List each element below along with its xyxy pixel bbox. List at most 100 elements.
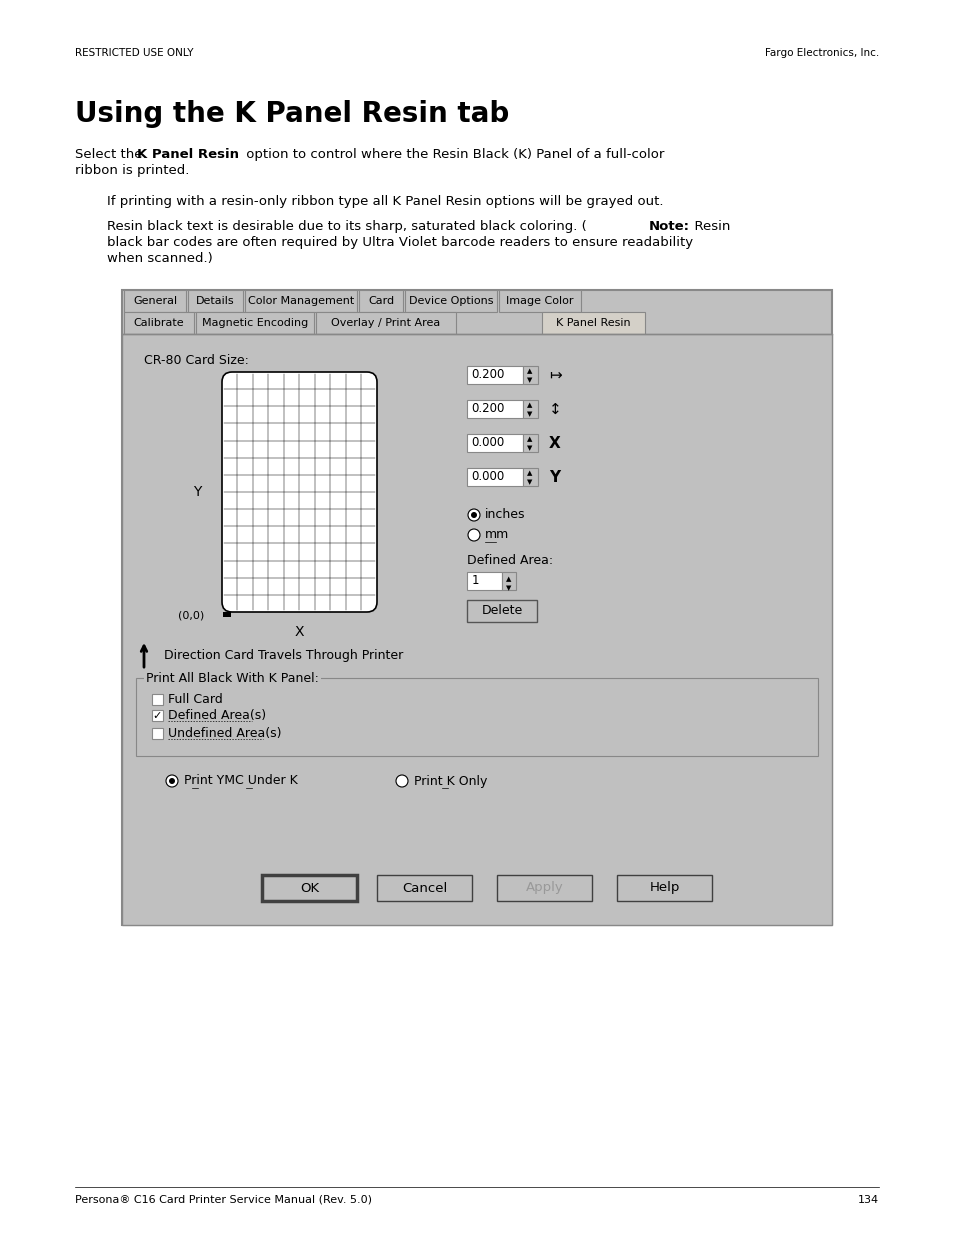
Text: ▲: ▲: [527, 471, 532, 475]
Text: Magnetic Encoding: Magnetic Encoding: [202, 317, 308, 329]
Bar: [152, 710, 163, 721]
Bar: [467, 468, 522, 487]
Text: black bar codes are often required by Ultra Violet barcode readers to ensure rea: black bar codes are often required by Ul…: [107, 236, 693, 249]
Text: Fargo Electronics, Inc.: Fargo Electronics, Inc.: [764, 48, 878, 58]
Text: Select the: Select the: [75, 148, 147, 161]
FancyBboxPatch shape: [124, 290, 186, 312]
Text: K Panel Resin: K Panel Resin: [137, 148, 239, 161]
Text: Y: Y: [193, 485, 201, 499]
Text: Defined Area(s): Defined Area(s): [168, 709, 266, 722]
Text: General: General: [132, 296, 177, 306]
Text: when scanned.): when scanned.): [107, 252, 213, 266]
Text: K Panel Resin: K Panel Resin: [556, 317, 630, 329]
Text: 134: 134: [857, 1195, 878, 1205]
Bar: [152, 727, 163, 739]
Text: 0.000: 0.000: [471, 471, 504, 483]
FancyBboxPatch shape: [405, 290, 497, 312]
Text: Undefined Area(s): Undefined Area(s): [168, 727, 281, 740]
FancyBboxPatch shape: [195, 312, 314, 333]
Text: Device Options: Device Options: [408, 296, 493, 306]
Text: Y: Y: [548, 469, 559, 484]
Text: Color Management: Color Management: [248, 296, 354, 306]
Text: ↦: ↦: [548, 368, 561, 383]
Circle shape: [166, 776, 178, 787]
Bar: [522, 400, 537, 417]
Text: Using the K Panel Resin tab: Using the K Panel Resin tab: [75, 100, 509, 128]
FancyBboxPatch shape: [136, 678, 817, 756]
FancyBboxPatch shape: [617, 876, 711, 902]
Text: 0.200: 0.200: [471, 368, 504, 382]
Bar: [467, 572, 501, 590]
Text: 0.200: 0.200: [471, 403, 504, 415]
Text: Resin: Resin: [685, 220, 730, 233]
Bar: [522, 433, 537, 452]
Text: ↕: ↕: [548, 401, 561, 416]
FancyBboxPatch shape: [376, 876, 472, 902]
Bar: [467, 366, 522, 384]
Text: ▲: ▲: [527, 403, 532, 408]
Text: ribbon is printed.: ribbon is printed.: [75, 164, 190, 177]
Text: Apply: Apply: [525, 882, 563, 894]
Text: X: X: [548, 436, 560, 451]
Circle shape: [395, 776, 408, 787]
Text: ▼: ▼: [527, 445, 532, 451]
Text: Help: Help: [649, 882, 679, 894]
Text: Card: Card: [368, 296, 394, 306]
Text: CR-80 Card Size:: CR-80 Card Size:: [144, 354, 249, 367]
Text: ▼: ▼: [506, 585, 511, 592]
Text: X: X: [294, 625, 304, 638]
FancyBboxPatch shape: [315, 312, 456, 333]
Text: Details: Details: [196, 296, 234, 306]
FancyBboxPatch shape: [245, 290, 356, 312]
Bar: [223, 613, 231, 618]
Text: inches: inches: [484, 509, 525, 521]
Text: mm: mm: [484, 529, 509, 541]
Text: ▼: ▼: [527, 377, 532, 383]
FancyBboxPatch shape: [122, 290, 831, 925]
Text: Print K Only: Print K Only: [414, 774, 487, 788]
Bar: [501, 572, 516, 590]
Circle shape: [471, 513, 476, 517]
FancyBboxPatch shape: [541, 312, 644, 333]
Text: ▲: ▲: [527, 436, 532, 442]
FancyBboxPatch shape: [188, 290, 243, 312]
Text: Overlay / Print Area: Overlay / Print Area: [331, 317, 440, 329]
Text: Calibrate: Calibrate: [133, 317, 184, 329]
Text: (0,0): (0,0): [177, 611, 204, 621]
Text: ▼: ▼: [527, 479, 532, 485]
Text: OK: OK: [299, 882, 318, 894]
Text: If printing with a resin-only ribbon type all K Panel Resin options will be gray: If printing with a resin-only ribbon typ…: [107, 195, 662, 207]
Text: ▲: ▲: [506, 576, 511, 582]
FancyBboxPatch shape: [124, 312, 193, 333]
Text: 0.000: 0.000: [471, 436, 504, 450]
Text: Print All Black With K Panel:: Print All Black With K Panel:: [146, 672, 318, 684]
Circle shape: [468, 529, 479, 541]
Text: Image Color: Image Color: [506, 296, 573, 306]
FancyBboxPatch shape: [262, 876, 356, 902]
Bar: [152, 694, 163, 705]
Text: Resin black text is desirable due to its sharp, saturated black coloring. (: Resin black text is desirable due to its…: [107, 220, 586, 233]
Text: ▲: ▲: [527, 368, 532, 374]
FancyBboxPatch shape: [498, 290, 580, 312]
Bar: [467, 433, 522, 452]
Text: ▼: ▼: [527, 411, 532, 417]
Text: Print YMC Under K: Print YMC Under K: [184, 774, 297, 788]
Text: Direction Card Travels Through Printer: Direction Card Travels Through Printer: [164, 648, 403, 662]
FancyBboxPatch shape: [467, 600, 537, 622]
Circle shape: [468, 509, 479, 521]
Text: Defined Area:: Defined Area:: [467, 555, 553, 567]
Circle shape: [169, 778, 174, 784]
Bar: [522, 468, 537, 487]
Text: Cancel: Cancel: [401, 882, 447, 894]
FancyBboxPatch shape: [497, 876, 592, 902]
Text: ✓: ✓: [152, 710, 162, 720]
FancyBboxPatch shape: [358, 290, 402, 312]
FancyBboxPatch shape: [122, 333, 831, 925]
Bar: [467, 400, 522, 417]
Text: Note:: Note:: [648, 220, 689, 233]
Text: Full Card: Full Card: [168, 693, 222, 706]
Text: Delete: Delete: [481, 604, 522, 618]
Text: option to control where the Resin Black (K) Panel of a full-color: option to control where the Resin Black …: [242, 148, 663, 161]
Text: 1: 1: [472, 574, 479, 588]
Bar: [522, 366, 537, 384]
